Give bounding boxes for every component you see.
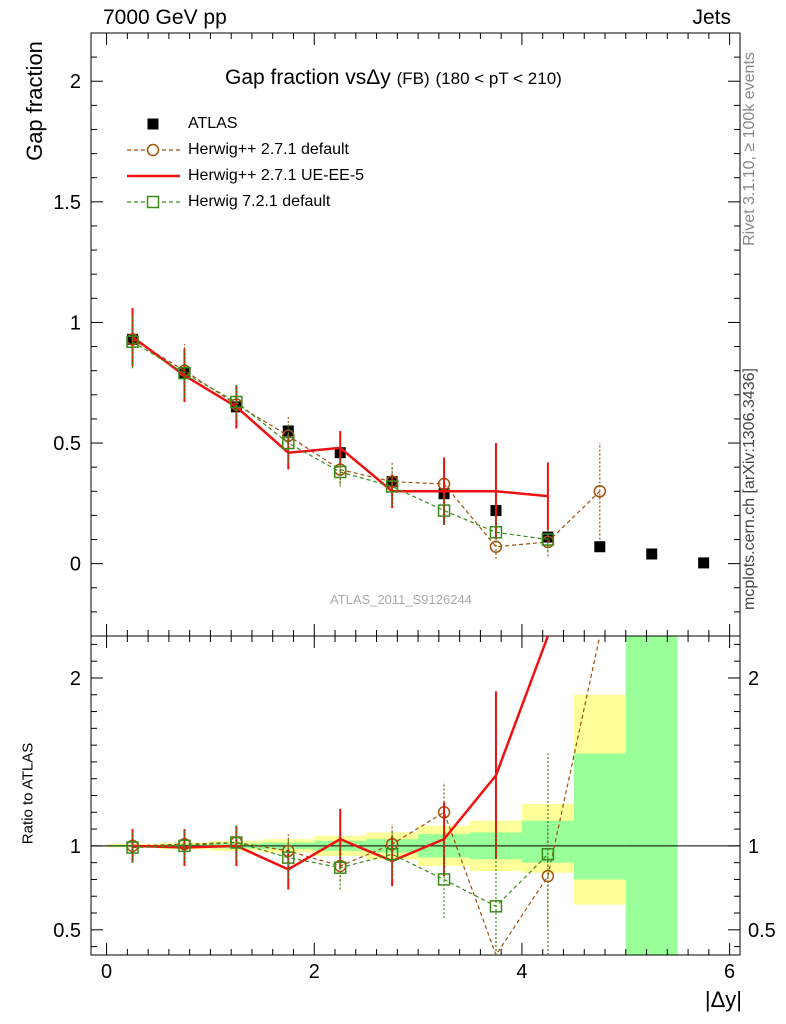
main-series-3-marker (282, 436, 295, 450)
title-tag: (FB) (396, 69, 430, 88)
main-series-3-marker (178, 366, 191, 380)
legend-label-herwig-721: Herwig 7.2.1 default (188, 193, 331, 210)
ratio-ytick-label: 0.5 (53, 920, 81, 942)
ratio-series-3-marker (489, 900, 503, 913)
chart-title: Gap fraction vsΔy (FB) (180 < pT < 210) (225, 66, 562, 90)
title-delta: Δy (366, 66, 391, 89)
ratio-series-3-marker (178, 839, 191, 853)
x-axis-label: |Δy| (704, 987, 742, 1012)
main-series-1-marker (593, 485, 607, 498)
main-ytick-label: 0.5 (53, 433, 81, 455)
title-range: (180 < pT < 210) (435, 69, 562, 88)
main-series-3-marker (333, 465, 347, 479)
main-series-3-marker (126, 335, 139, 348)
band-green-9 (573, 753, 626, 880)
ratio-ytick-label-right: 1 (748, 836, 759, 858)
main-series-3-marker (230, 395, 243, 409)
ratio-series-3-marker (385, 848, 399, 861)
main-ytick-label: 1 (70, 312, 81, 334)
atlas-point (698, 557, 710, 569)
legend-marker-herwig-721 (146, 195, 160, 209)
legend-label-herwig-271-default: Herwig++ 2.7.1 default (188, 141, 349, 158)
main-series-3-marker (489, 526, 503, 539)
ratio-ytick-label-right: 0.5 (748, 920, 776, 942)
band-green-10 (625, 636, 678, 955)
ratio-series-3-marker (333, 861, 347, 874)
x-tick-label: 2 (309, 961, 320, 983)
legend-marker-atlas (147, 118, 159, 130)
main-ytick-label: 2 (70, 71, 81, 93)
y-axis-label-main: Gap fraction (22, 41, 47, 161)
main-ytick-label: 1.5 (53, 192, 81, 214)
ratio-series-3-marker (126, 841, 139, 854)
x-tick-label: 6 (724, 961, 735, 983)
ratio-series-3-marker (230, 836, 243, 849)
ratio-ytick-label: 2 (70, 668, 81, 690)
source-label: mcplots.cern.ch [arXiv:1306.3436] (741, 368, 758, 610)
legend-label-herwig-271-ue: Herwig++ 2.7.1 UE-EE-5 (188, 167, 365, 184)
main-series-3-marker (437, 504, 451, 517)
x-tick-label: 4 (516, 961, 527, 983)
ratio-series-3-marker (282, 851, 295, 864)
main-series-3-line (132, 341, 548, 541)
legend-marks (127, 118, 180, 209)
legend-label-atlas: ATLAS (188, 115, 238, 132)
ratio-ytick-label: 1 (70, 836, 81, 858)
header-right: Jets (692, 6, 731, 29)
main-series-3-marker (541, 533, 555, 546)
legend-marker-herwig-271-default (146, 143, 160, 157)
title-main: Gap fraction vs (225, 66, 367, 89)
header-left: 7000 GeV pp (103, 6, 227, 29)
axis-ticks: 0 0.5 1 1.5 2 0.5 0.5 1 1 2 2 0 2 4 6 (53, 32, 776, 983)
main-ytick-label: 0 (70, 554, 81, 576)
main-series-3-marker (385, 480, 399, 493)
ratio-uncertainty-bands (106, 636, 678, 955)
ratio-series-3-marker (541, 848, 555, 861)
y-axis-label-ratio: Ratio to ATLAS (19, 742, 37, 845)
main-series-1-line (132, 338, 601, 548)
series-layer (126, 307, 710, 957)
atlas-point (594, 541, 606, 553)
ratio-series-1-line (132, 635, 601, 957)
analysis-watermark: ATLAS_2011_S9126244 (330, 592, 472, 607)
atlas-point (646, 548, 658, 560)
x-tick-label: 0 (101, 961, 112, 983)
rivet-version-label: Rivet 3.1.10, ≥ 100k events (741, 52, 758, 246)
ratio-series-3-marker (437, 873, 451, 886)
ratio-ytick-label-right: 2 (748, 668, 759, 690)
